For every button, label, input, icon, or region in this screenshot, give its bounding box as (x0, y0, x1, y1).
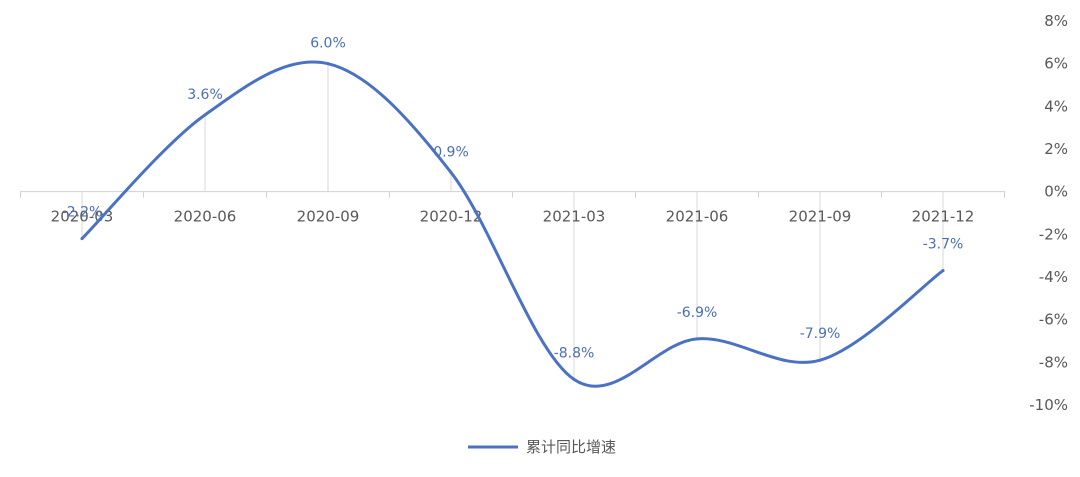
series-line (80, 60, 945, 388)
data-label: -7.9% (800, 326, 841, 342)
grid-lines (20, 63, 1005, 380)
data-point-2021-03 (572, 377, 576, 381)
series-layer (80, 60, 945, 388)
data-label: -3.7% (923, 237, 964, 253)
data-label: -2.2% (62, 205, 103, 221)
y-tick-label: -2% (1039, 225, 1068, 243)
data-point-2021-06 (695, 337, 699, 341)
x-tick-label: 2021-09 (789, 208, 852, 226)
x-tick-label: 2020-12 (420, 208, 483, 226)
x-tick-label: 2020-06 (174, 208, 237, 226)
data-labels: -2.2% 3.6% 6.0% 0.9% -8.8% -6.9% -7.9% -3.7% (62, 36, 964, 362)
data-label: 3.6% (187, 87, 223, 103)
y-tick-label: -8% (1039, 353, 1068, 371)
data-point-2020-12 (449, 170, 453, 174)
legend-label: 累计同比增速 (526, 438, 616, 456)
x-tick-label: 2021-06 (666, 208, 729, 226)
y-tick-label: 6% (1044, 55, 1068, 73)
x-tick-label: 2021-12 (912, 208, 975, 226)
data-point-2020-06 (203, 113, 207, 117)
y-tick-label: -6% (1039, 311, 1068, 329)
data-point-2020-03 (80, 237, 84, 241)
y-tick-label: 8% (1044, 12, 1068, 30)
y-tick-label: 2% (1044, 140, 1068, 158)
data-point-2020-09 (326, 62, 330, 66)
y-tick-label: 0% (1044, 183, 1068, 201)
y-tick-label: 4% (1044, 97, 1068, 115)
data-point-2021-09 (818, 358, 822, 362)
y-tick-label: -4% (1039, 268, 1068, 286)
x-tick-label: 2020-09 (297, 208, 360, 226)
y-tick-labels: 8% 6% 4% 2% 0% -2% -4% -6% -8% -10% (1029, 12, 1068, 414)
y-tick-label: -10% (1029, 396, 1068, 414)
x-tick-labels: 2020-03 2020-06 2020-09 2020-12 2021-03 2021-… (51, 208, 975, 226)
data-label: 6.0% (310, 36, 346, 52)
data-point-2021-12 (941, 269, 945, 273)
data-label: 0.9% (433, 144, 469, 160)
x-tick-label: 2021-03 (543, 208, 606, 226)
legend: 累计同比增速 (468, 438, 616, 456)
data-label: -8.8% (554, 345, 595, 361)
data-label: -6.9% (677, 305, 718, 321)
